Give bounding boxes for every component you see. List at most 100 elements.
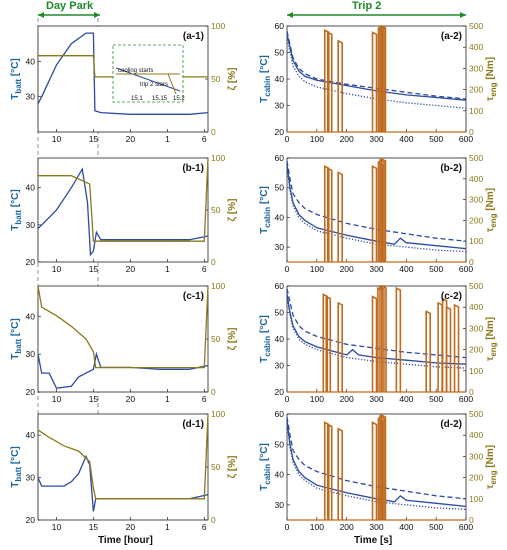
torque-burst: [325, 295, 332, 392]
y-tick-label: 40: [275, 212, 285, 222]
x-tick-label: 1: [165, 522, 170, 532]
x-tick-label: 300: [369, 394, 383, 404]
y-right-tick-label: 0: [469, 515, 474, 525]
y-tick-label: 30: [275, 101, 285, 111]
x-tick-label: 300: [369, 264, 383, 274]
x-axis-label-right: Time [s]: [354, 535, 392, 546]
panel-d1: 10 15 20 1 6 20 30 40 0 50 100 Tbatt [°C] ζ [%] (d-1): [10, 409, 238, 532]
plot-frame: [37, 413, 209, 521]
x-tick-label: 1: [165, 264, 170, 274]
y-tick-label: 20: [275, 127, 285, 137]
x-tick-label: 0: [285, 394, 290, 404]
temperature-series-solid: [37, 351, 209, 389]
x-tick-label: 0: [285, 134, 290, 144]
y-right-tick-label: 100: [211, 153, 225, 163]
soc-series: [37, 413, 209, 500]
y-axis-label-right: ζ [%]: [227, 68, 238, 91]
temperature-series-dashed: [286, 160, 467, 242]
torque-burst: [326, 423, 333, 520]
y-tick-label: 40: [26, 311, 36, 321]
x-tick-label: 600: [459, 264, 473, 274]
y-right-tick-label: 300: [469, 323, 483, 333]
x-tick-label: 10: [52, 394, 62, 404]
y-right-tick-label: 500: [469, 409, 483, 419]
y-right-tick-label: 50: [211, 462, 221, 472]
x-tick-label: 500: [429, 134, 443, 144]
y-right-tick-label: 100: [469, 494, 483, 504]
panel-a2: 0 100 200 300 400 500 600203040506001002003004…: [259, 21, 498, 144]
x-tick-label: 500: [429, 394, 443, 404]
x-tick-label: 100: [310, 394, 324, 404]
torque-burst: [323, 165, 330, 262]
y-right-tick-label: 0: [211, 387, 216, 397]
x-tick-label: 200: [340, 522, 354, 532]
temperature-series-dotted: [286, 296, 467, 369]
x-tick-label: 100: [310, 134, 324, 144]
y-tick-label: 30: [26, 349, 36, 359]
temperature-series-dotted: [286, 166, 467, 253]
x-tick-label: 15: [89, 264, 99, 274]
x-tick-label: 10: [52, 264, 62, 274]
x-axis-label-left: Time [hour]: [98, 535, 153, 546]
day-park-arrow-head-left: [38, 12, 44, 18]
y-tick-label: 50: [275, 48, 285, 58]
y-right-tick-label: 300: [469, 195, 483, 205]
y-right-tick-label: 200: [469, 473, 483, 483]
torque-burst: [337, 39, 343, 132]
y-right-tick-label: 300: [469, 451, 483, 461]
x-tick-label: 100: [310, 264, 324, 274]
day-park-header: Day Park: [38, 0, 100, 18]
y-tick-label: 40: [275, 334, 285, 344]
x-tick-label: 1: [165, 134, 170, 144]
trip2-arrow-head-right: [460, 12, 466, 18]
y-right-tick-label: 400: [469, 42, 483, 52]
inset-note-trip: trip 2 stars: [140, 82, 168, 88]
y-tick-label: 40: [275, 74, 285, 84]
y-tick-label: 60: [275, 21, 285, 31]
y-tick-label: 40: [26, 430, 36, 440]
x-tick-label: 6: [202, 134, 207, 144]
x-tick-label: 400: [399, 522, 413, 532]
x-tick-label: 600: [459, 134, 473, 144]
y-axis-label-left: Tbatt [°C]: [10, 318, 23, 359]
y-right-tick-label: 0: [469, 387, 474, 397]
panel-label-d2: (d-2): [440, 419, 462, 430]
y-tick-label: 60: [275, 409, 285, 419]
x-tick-label: 500: [429, 264, 443, 274]
panel-label-d1: (d-1): [182, 419, 204, 430]
panel-c1: 10 15 20 1 6 20 30 40 0 50 100 Tbatt [°C] ζ [%] (c-1): [10, 281, 238, 404]
y-right-tick-label: 50: [211, 205, 221, 215]
x-tick-label: 6: [202, 394, 207, 404]
x-tick-label: 6: [202, 522, 207, 532]
x-tick-label: 200: [340, 394, 354, 404]
y-axis-label-left: Tcabin [°C]: [259, 315, 272, 363]
y-axis-label-left: Tcabin [°C]: [259, 186, 272, 234]
y-right-tick-label: 500: [469, 153, 483, 163]
temperature-series-dashed: [286, 31, 467, 100]
torque-burst: [380, 413, 387, 520]
panel-c2: 0 100 200 300 400 500 600203040506001002003004…: [259, 281, 498, 404]
torque-burst: [380, 24, 387, 132]
y-right-tick-label: 0: [211, 127, 216, 137]
x-tick-label: 6: [202, 264, 207, 274]
y-right-tick-label: 0: [211, 257, 216, 267]
panel-label-a2: (a-2): [441, 31, 462, 42]
y-tick-label: 60: [275, 281, 285, 291]
x-tick-label: 100: [310, 522, 324, 532]
x-tick-label: 200: [340, 264, 354, 274]
inset-soc-line-drop: [167, 73, 177, 95]
y-axis-label-left: Tbatt [°C]: [10, 58, 23, 99]
y-right-tick-label: 100: [211, 281, 225, 291]
x-tick-label: 20: [126, 264, 136, 274]
panel-b2: 0 100 200 300 400 500 600304050600100200300400…: [259, 153, 498, 274]
inset-note-cooling: cooling starts: [118, 68, 153, 74]
y-axis-label-right: τeng [Nm]: [485, 188, 498, 232]
y-tick-label: 20: [275, 387, 285, 397]
y-right-tick-label: 400: [469, 430, 483, 440]
trip2-header: Trip 2: [287, 0, 466, 18]
x-tick-label: 600: [459, 522, 473, 532]
y-right-tick-label: 100: [469, 366, 483, 376]
torque-burst: [337, 427, 343, 520]
torque-burst: [323, 28, 330, 132]
